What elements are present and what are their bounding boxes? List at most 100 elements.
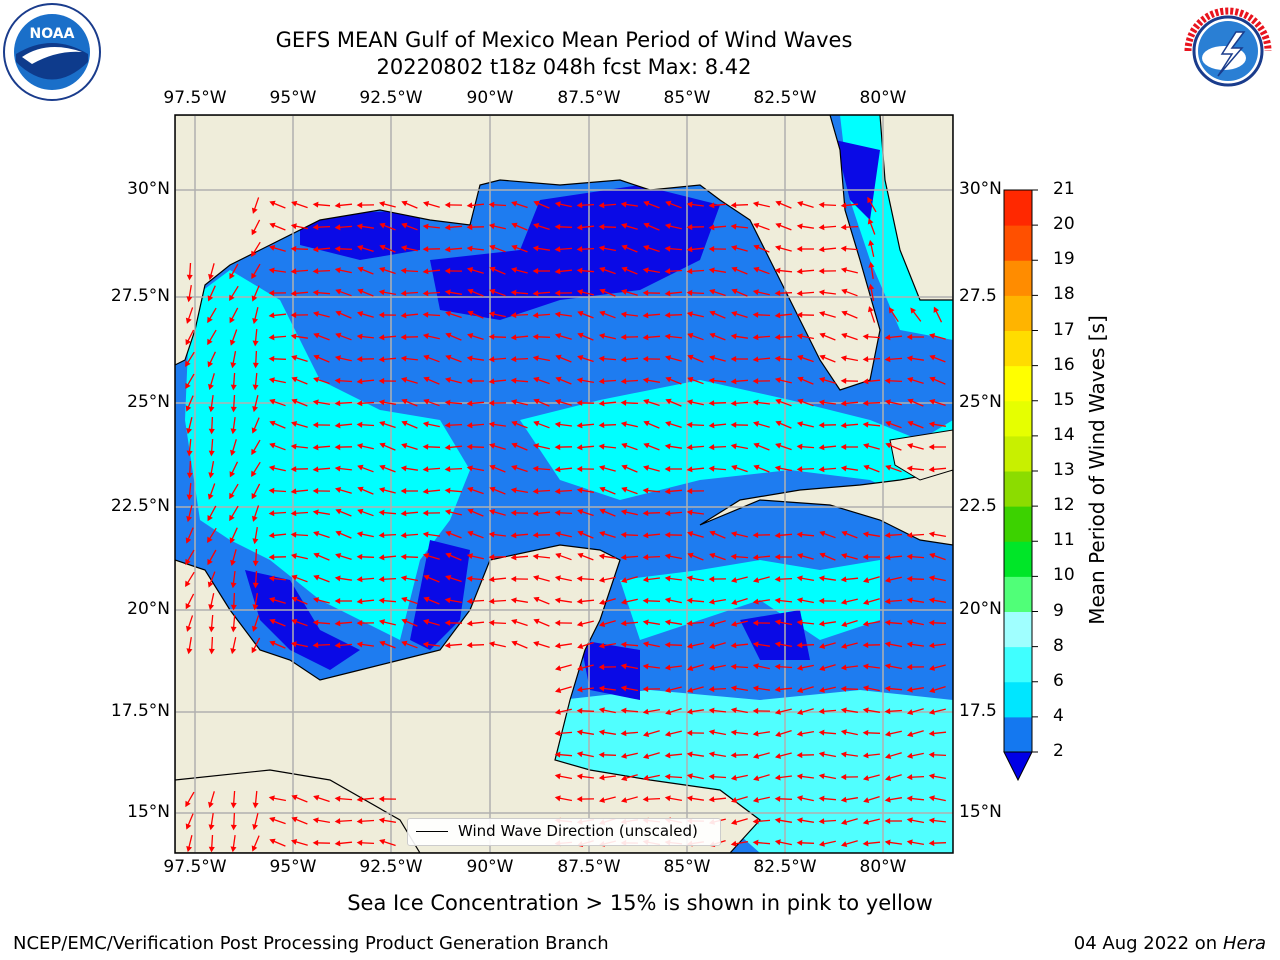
wind-arrow-head [621,442,628,449]
wind-arrow-head [796,664,803,671]
wind-arrow-head [554,665,562,672]
wind-arrow-head [251,229,257,236]
wind-arrow-head [576,289,583,296]
wind-arrow-head [378,377,385,385]
colorbar-tick-label: 2 [1053,741,1064,761]
wind-arrow-head [510,487,517,494]
wind-arrow-head [840,377,847,384]
colorbar-segment [1004,190,1032,226]
lon-tick-label: 85°W [663,88,711,108]
wind-arrow-head [533,596,540,603]
wind-arrow-head [599,310,606,317]
wind-arrow-head [598,774,605,781]
wind-arrow-head [445,310,452,317]
wind-arrow-head [334,642,341,649]
wind-arrow-head [664,619,671,626]
wind-arrow-head [840,643,847,649]
wind-arrow-head [532,553,539,560]
wind-arrow-head [664,531,671,538]
wind-arrow-head [488,223,495,230]
wind-arrow-head [818,818,825,825]
wind-arrow-head [356,311,364,317]
wind-arrow-head [400,575,407,582]
wind-arrow-head [598,333,605,339]
wind-arrow-head [840,267,847,274]
wind-arrow-head [576,267,583,274]
wind-arrow-head [796,839,803,846]
wind-arrow-head [357,508,364,515]
wind-arrow-head [252,802,259,809]
wind-arrow-head [510,509,517,516]
wind-arrow-head [185,800,191,808]
wind-arrow-head [708,576,715,583]
wind-arrow-head [818,377,826,383]
wind-arrow-head [642,465,650,471]
wind-arrow-head [819,354,826,361]
wind-arrow-head [796,268,803,275]
wind-arrow-head [752,796,759,803]
wind-arrow-head [444,597,451,604]
wind-arrow-head [906,553,913,560]
wind-arrow-head [620,730,627,737]
wind-arrow-head [841,288,848,295]
lon-tick-label: 82.5°W [753,857,817,877]
wind-arrow-head [774,290,781,297]
wind-arrow-head [731,464,738,471]
wind-arrow-head [665,398,672,405]
wind-arrow-head [532,575,540,581]
wind-arrow-head [888,307,895,314]
colorbar-segment [1004,646,1032,683]
dark-blue-northcentral [430,185,720,320]
wind-arrow-head [598,797,605,803]
wind-arrow-head [422,531,429,538]
wind-arrow-head [818,289,825,296]
wind-arrow-head [312,642,319,649]
wind-arrow-head [884,730,891,737]
wind-arrow-head [730,245,738,251]
wind-arrow-head [422,641,429,648]
wind-arrow-head [775,442,782,449]
wind-arrow-head [378,576,385,583]
wind-arrow-head [708,267,715,274]
wind-arrow-head [510,312,517,319]
wind-arrow-head [752,818,759,825]
wind-arrow-head [356,619,363,627]
wind-arrow-head [312,839,319,846]
wind-arrow-head [928,619,935,626]
wind-arrow-head [466,422,473,429]
wind-arrow-head [774,708,781,715]
wind-arrow-head [840,400,847,407]
wind-arrow-head [840,819,848,825]
wind-arrow-head [884,753,892,759]
wind-arrow-head [841,332,848,339]
wind-arrow-head [598,576,605,583]
wind-arrow-head [862,443,870,449]
wind-arrow-head [510,554,517,561]
wind-arrow-head [422,509,429,517]
wind-arrow-head [422,311,429,318]
wind-arrow-head [907,398,914,405]
wind-arrow-head [840,751,847,758]
wind-arrow-head [884,334,891,341]
wind-arrow-head [753,442,760,449]
wind-arrow-head [840,576,847,583]
wind-arrow-head [862,400,869,407]
wind-arrow-head [884,598,891,605]
wind-arrow-head [818,795,825,802]
colorbar-tick-label: 18 [1053,284,1075,305]
wind-arrow-head [378,817,385,824]
wind-arrow-head [708,465,715,472]
colorbar-tick-label: 10 [1053,565,1075,586]
wind-arrow-head [620,201,627,208]
dark-blue-mexico [245,570,360,670]
wind-arrow-head [335,530,342,537]
wind-arrow-head [928,773,935,780]
wind-arrow-head [511,464,518,471]
wind-arrow-head [356,553,363,560]
wind-arrow-head [620,577,628,583]
wind-arrow-head [599,288,606,295]
wind-arrow-head [577,552,584,559]
wind-arrow-head [752,641,759,648]
wind-arrow-head [664,687,671,693]
wind-arrow-head [863,464,870,471]
